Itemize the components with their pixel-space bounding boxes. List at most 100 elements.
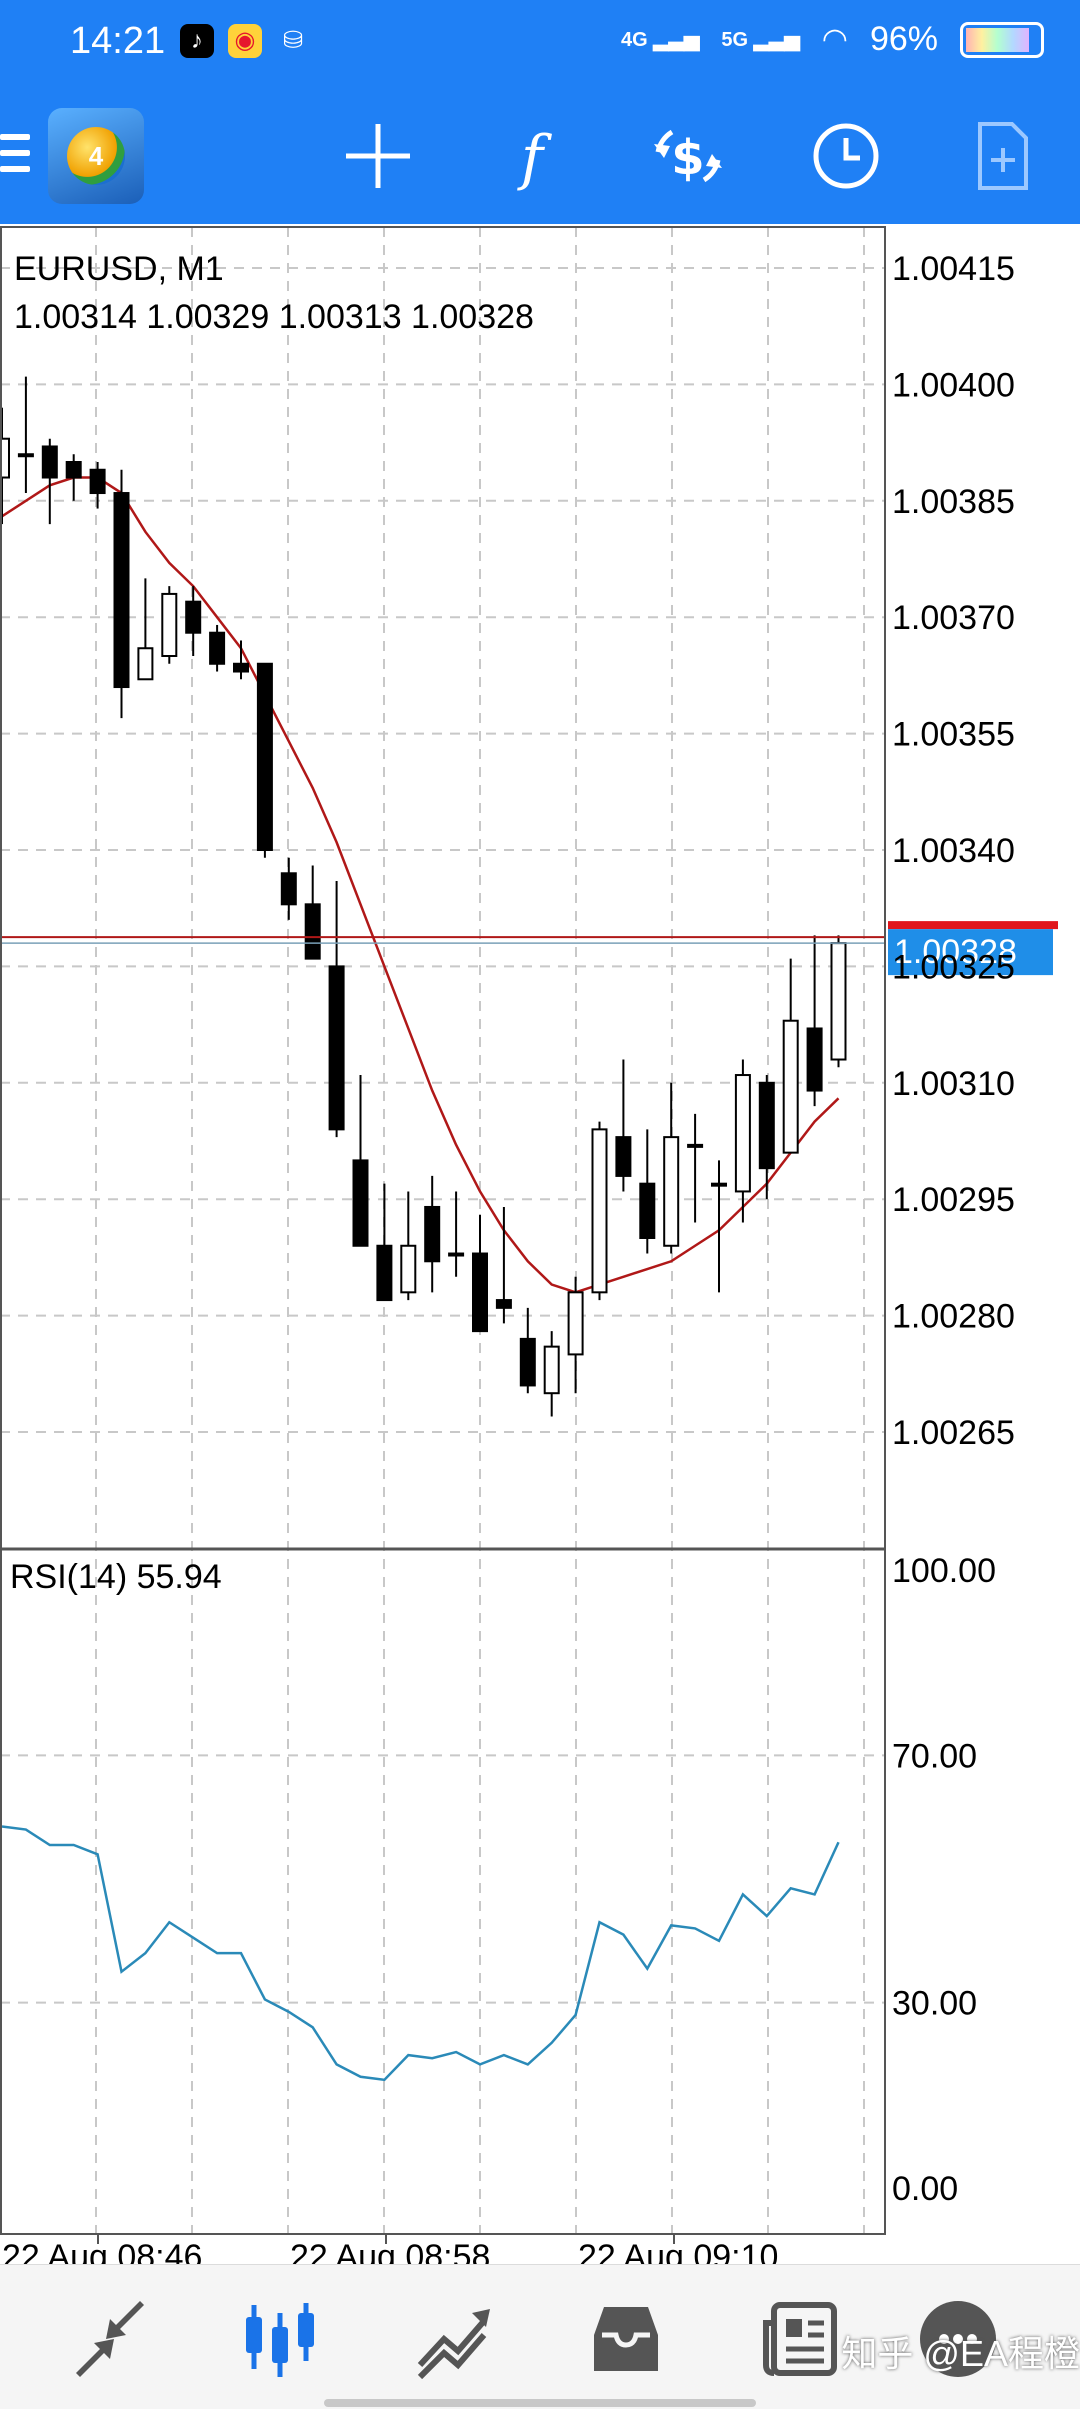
candle-body-bear <box>185 600 202 634</box>
candle <box>65 454 82 501</box>
price-tick-label: 1.00265 <box>892 1414 1015 1452</box>
toolbar: 4 f $ <box>0 88 1080 224</box>
messages-icon[interactable] <box>918 2299 998 2379</box>
price-tick-label: 1.00340 <box>892 832 1015 870</box>
signal-4g-icon: 4G ▂▃▅ <box>620 29 700 51</box>
price-tick-label: 1.00295 <box>892 1181 1015 1219</box>
current-price-label: 1.00328 <box>894 933 1017 971</box>
news-icon[interactable] <box>760 2299 840 2379</box>
candle-body-bear <box>615 1136 632 1177</box>
status-bar: 14:21 ♪ ◉ ⛁ 4G ▂▃▅ 5G ▂▃▅ ◠ 96% <box>0 0 1080 88</box>
candle <box>495 1206 512 1324</box>
price-tick-label: 1.00280 <box>892 1298 1015 1336</box>
candle <box>161 586 178 664</box>
weibo-icon: ◉ <box>228 24 262 58</box>
crosshair-icon[interactable] <box>340 118 416 194</box>
candle-body-bear <box>758 1081 775 1170</box>
tiktok-icon: ♪ <box>180 24 214 58</box>
rsi-tick-label: 30.00 <box>892 1985 977 2023</box>
price-tick-label: 1.00385 <box>892 483 1015 521</box>
candle-body-bear <box>256 662 273 852</box>
candle-body-bear <box>806 1027 823 1092</box>
candle-body-bear <box>519 1337 536 1387</box>
rsi-axis: 100.00 70.00 30.00 0.00 <box>892 1552 996 2208</box>
candle <box>256 662 273 858</box>
storage-icon: ⛁ <box>282 27 304 54</box>
rsi-line <box>1 1825 840 2082</box>
candle-body-bull <box>400 1244 417 1294</box>
time-tick-label: 22 Aug 08:58 <box>290 2238 490 2264</box>
candle-body-bull <box>137 647 154 681</box>
candle-body-bear <box>280 872 297 906</box>
price-tick-label: 1.00355 <box>892 716 1015 754</box>
rsi-polyline <box>1 1825 840 2082</box>
candle <box>782 958 799 1154</box>
candle <box>758 1075 775 1200</box>
price-tick-label: 1.00325 <box>892 948 1015 986</box>
metatrader-logo[interactable]: 4 <box>48 108 144 204</box>
candle-body-bull <box>663 1136 680 1247</box>
menu-icon[interactable] <box>0 134 30 182</box>
candle <box>113 469 130 719</box>
candle <box>734 1059 751 1223</box>
candle <box>687 1113 704 1223</box>
candle-body-bear <box>495 1299 512 1309</box>
price-axis: 1.00415 1.00400 1.00385 1.00370 1.00355 1.003… <box>892 250 1015 1452</box>
candles <box>0 376 847 1417</box>
candle <box>663 1082 680 1254</box>
candle-body-bear <box>65 461 82 479</box>
candle <box>591 1121 608 1301</box>
rsi-tick-label: 0.00 <box>892 2170 958 2208</box>
price-tick-label: 1.00310 <box>892 1065 1015 1103</box>
time-tick-label: 22 Aug 08:46 <box>2 2238 202 2264</box>
current-price-box <box>888 929 1053 976</box>
candle-body-bull <box>161 592 178 658</box>
candle <box>448 1191 465 1277</box>
candle-body-bull <box>782 1019 799 1154</box>
home-indicator[interactable] <box>324 2399 756 2407</box>
new-order-icon[interactable]: $ <box>650 118 726 194</box>
candle <box>280 857 297 920</box>
indicators-icon[interactable]: f <box>494 118 570 194</box>
price-tick-label: 1.00370 <box>892 599 1015 637</box>
signal-5g-icon: 5G ▂▃▅ <box>721 29 800 51</box>
chart-symbol: EURUSD, M1 <box>14 250 224 288</box>
candle-body-bear <box>89 468 106 495</box>
candle <box>400 1191 417 1301</box>
candle-body-bull <box>711 1182 727 1187</box>
battery-percent: 96% <box>869 20 938 58</box>
trade-icon[interactable] <box>414 2299 494 2379</box>
candle <box>209 624 226 672</box>
candle <box>304 865 321 960</box>
notification-icons: ♪ ◉ ⛁ <box>180 24 310 58</box>
candle <box>185 586 202 656</box>
rsi-label: RSI(14) 55.94 <box>10 1558 222 1596</box>
timeframe-icon[interactable] <box>808 118 884 194</box>
candle-body-bear <box>304 903 321 960</box>
candle-body-bear <box>233 662 249 673</box>
history-icon[interactable] <box>586 2299 666 2379</box>
price-chart[interactable]: 1.00328 1.004151.004001.003851.003701.00… <box>0 224 1080 2264</box>
candle-body-bull <box>830 942 847 1061</box>
chart-ohlc: 1.00314 1.00329 1.00313 1.00328 <box>14 298 534 336</box>
ma-polyline <box>1 476 840 1294</box>
quotes-icon[interactable] <box>70 2299 150 2379</box>
candle-body-bear <box>472 1252 488 1333</box>
candle-body-bear <box>113 492 130 689</box>
candle <box>615 1059 632 1192</box>
chart-area[interactable]: 1.00328 1.00415 1.00400 1.00385 1.00370 1.00… <box>0 224 1080 2264</box>
candle <box>711 1160 727 1293</box>
bottom-navigation: 知乎 @EA程橙 <box>0 2264 1080 2409</box>
candle-body-bear <box>376 1244 393 1302</box>
candle-body-bull <box>543 1345 560 1395</box>
candle <box>639 1129 656 1254</box>
chart-icon[interactable] <box>240 2299 320 2379</box>
candle-body-bull <box>687 1143 704 1148</box>
candle-body-bear <box>352 1159 369 1247</box>
templates-icon[interactable] <box>964 118 1040 194</box>
candle-body-bear <box>209 631 226 665</box>
clock: 14:21 <box>70 20 166 62</box>
moving-average-line <box>1 476 840 1294</box>
candle <box>233 640 249 680</box>
rsi-tick-label: 100.00 <box>892 1552 996 1590</box>
